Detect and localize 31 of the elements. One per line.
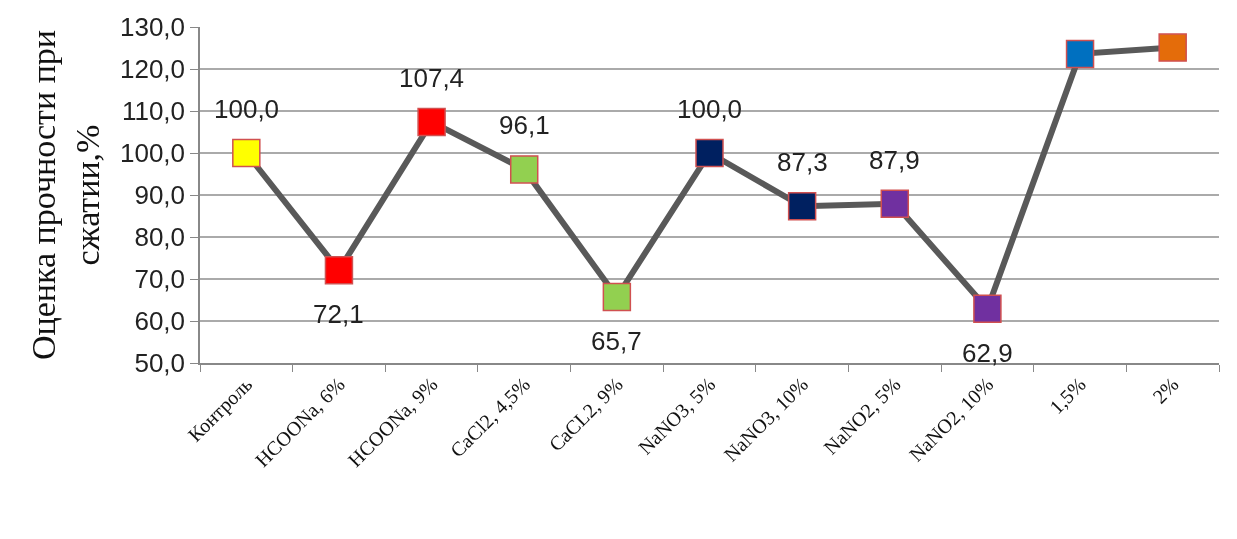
y-tick-label: 50,0 (134, 348, 186, 379)
data-label: 96,1 (499, 110, 550, 140)
data-label: 62,9 (962, 338, 1013, 368)
data-label: 65,7 (591, 326, 642, 356)
y-tick-label: 90,0 (134, 180, 186, 211)
y-tick-label: 80,0 (134, 222, 186, 253)
point (695, 138, 724, 168)
data-label: 100,0 (677, 94, 743, 124)
point (1158, 33, 1187, 62)
data-label: 87,9 (869, 145, 920, 175)
x-tick-label: 2% (1148, 373, 1183, 408)
point (417, 107, 446, 137)
y-tick-label: 110,0 (121, 96, 186, 127)
data-label: 87,3 (777, 147, 828, 177)
y-tick-label: 70,0 (134, 264, 186, 295)
point (787, 192, 817, 221)
point (880, 189, 910, 219)
y-axis-title: Оценка прочности при сжатии,% (24, 29, 107, 361)
y-tick-label: 100,0 (119, 138, 186, 169)
y-tick-label: 130,0 (119, 12, 186, 43)
point (602, 282, 632, 312)
point (973, 294, 1002, 324)
y-tick-label: 120,0 (119, 54, 186, 85)
point (232, 138, 261, 168)
point (324, 255, 354, 285)
y-tick-label: 60,0 (134, 306, 186, 337)
data-label: 100,0 (214, 94, 280, 124)
point (1065, 39, 1095, 69)
data-label: 72,1 (313, 299, 364, 329)
data-label: 107,4 (399, 63, 465, 93)
point (509, 155, 539, 184)
